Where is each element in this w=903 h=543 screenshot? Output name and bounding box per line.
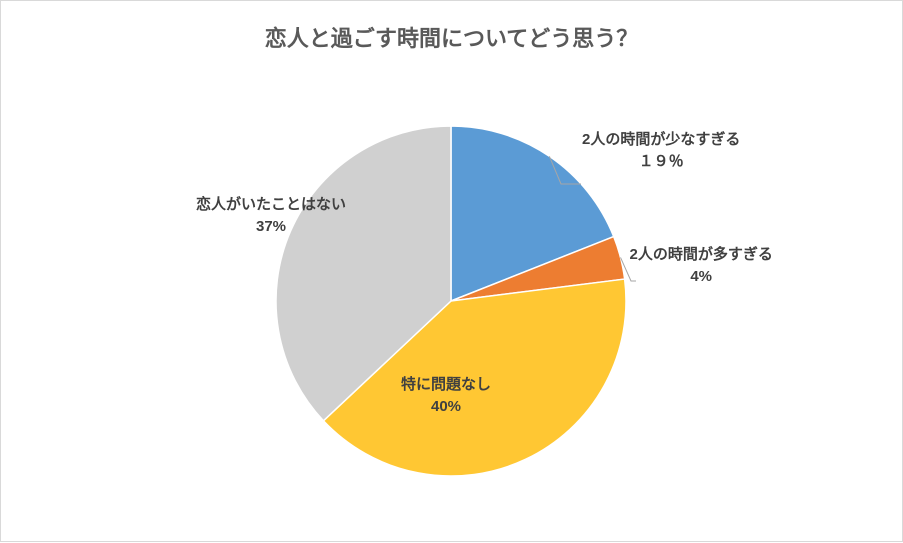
slice-label-pct: 40% [401,396,491,419]
slice-label: 恋人がいたことはない37% [196,194,346,239]
slice-label-text: 2人の時間が少なすぎる [582,129,740,152]
chart-frame: 恋人と過ごす時間についてどう思う？ 2人の時間が少なすぎる１９％2人の時間が多す… [0,0,903,542]
slice-label: 2人の時間が少なすぎる１９％ [582,129,740,174]
slice-label-pct: 37% [196,216,346,239]
slice-label-pct: １９％ [582,151,740,174]
slice-label-text: 特に問題なし [401,374,491,397]
slice-label-text: 恋人がいたことはない [196,194,346,217]
slice-label-text: 2人の時間が多すぎる [630,244,773,267]
slice-label: 特に問題なし40% [401,374,491,419]
slice-label-pct: 4% [630,266,773,289]
slice-label: 2人の時間が多すぎる4% [630,244,773,289]
